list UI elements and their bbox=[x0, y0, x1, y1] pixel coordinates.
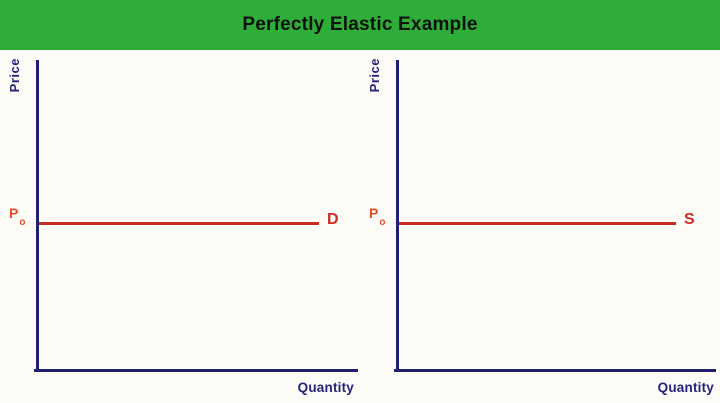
quantity-axis-label: Quantity bbox=[657, 380, 714, 395]
y-axis-line bbox=[36, 60, 39, 372]
price-axis-label: Price bbox=[7, 58, 22, 93]
price-level-base: P bbox=[9, 205, 19, 221]
supply-curve-line bbox=[399, 222, 676, 225]
quantity-axis-label: Quantity bbox=[297, 380, 354, 395]
demand-curve-label: D bbox=[327, 211, 339, 228]
page-title: Perfectly Elastic Example bbox=[242, 14, 478, 35]
price-level-label: Po bbox=[369, 205, 385, 228]
x-axis-line bbox=[394, 369, 716, 372]
x-axis-line bbox=[34, 369, 358, 372]
y-axis-line bbox=[396, 60, 399, 372]
supply-curve-label: S bbox=[684, 211, 695, 228]
price-level-base: P bbox=[369, 205, 379, 221]
price-level-subscript: o bbox=[19, 217, 26, 228]
price-level-label: Po bbox=[9, 205, 25, 228]
title-banner: Perfectly Elastic Example bbox=[0, 0, 720, 50]
price-axis-label: Price bbox=[367, 58, 382, 93]
demand-curve-line bbox=[39, 222, 319, 225]
price-level-subscript: o bbox=[379, 217, 386, 228]
